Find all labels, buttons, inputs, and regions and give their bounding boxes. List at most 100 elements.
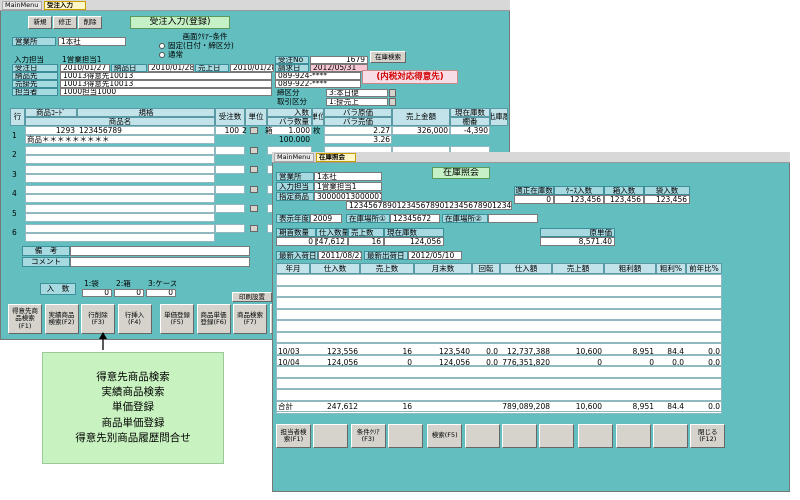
field-label: 締区分 bbox=[277, 89, 300, 97]
table-cell: 84.4 bbox=[667, 347, 684, 357]
info-value: 123,456 bbox=[554, 195, 604, 204]
field-value: 30000013000001 bbox=[314, 192, 382, 201]
grid-cell bbox=[324, 135, 392, 144]
function-key[interactable] bbox=[501, 424, 537, 448]
tab[interactable]: MainMenu bbox=[274, 153, 314, 162]
function-key[interactable]: 行削除(F3) bbox=[81, 304, 115, 334]
field-label: 受注日 bbox=[12, 64, 58, 72]
function-key[interactable]: 条件ｸﾘｱ(F3) bbox=[350, 424, 386, 448]
table-header: 前年比% bbox=[686, 263, 722, 274]
command-button[interactable]: 修正 bbox=[53, 16, 77, 29]
field-value: 2010/01/27 bbox=[60, 64, 110, 72]
table-cell: 0.0 bbox=[708, 347, 720, 357]
tab[interactable]: MainMenu bbox=[2, 1, 42, 10]
grid-cell bbox=[25, 154, 215, 164]
dropdown[interactable] bbox=[389, 89, 396, 97]
dropdown[interactable] bbox=[250, 127, 258, 134]
table-cell: 10/04 bbox=[278, 358, 300, 368]
pack-label: 入 数 bbox=[40, 283, 76, 295]
table-cell: 124,056 bbox=[326, 358, 358, 368]
function-key[interactable]: 商品単価登録(F6) bbox=[196, 304, 231, 334]
field-value: 1本社 bbox=[314, 172, 382, 181]
table-header: 年月 bbox=[276, 263, 310, 274]
function-key[interactable]: 検索(F5) bbox=[427, 424, 463, 448]
pack-item-value: 0 bbox=[82, 289, 112, 297]
summary-value: 16 bbox=[348, 237, 384, 246]
function-key[interactable] bbox=[539, 424, 575, 448]
field-value: 2011/08/23 bbox=[318, 251, 362, 260]
field-value: 3:本日便 bbox=[326, 89, 388, 97]
radio[interactable] bbox=[159, 43, 165, 49]
function-key[interactable]: 実績商品検索(F2) bbox=[44, 304, 79, 334]
grid-header: 商品名 bbox=[25, 117, 215, 126]
dropdown[interactable] bbox=[250, 224, 258, 232]
info-label: 袋入数 bbox=[644, 186, 690, 195]
function-key[interactable] bbox=[313, 424, 349, 448]
grid-cell bbox=[392, 126, 450, 135]
row-line bbox=[276, 274, 722, 286]
dropdown[interactable] bbox=[389, 98, 396, 106]
function-key[interactable]: 単価登録(F5) bbox=[160, 304, 194, 334]
row-number: 5 bbox=[12, 208, 17, 218]
summary-value: 247,612 bbox=[316, 237, 348, 246]
command-button[interactable]: 削除 bbox=[78, 16, 102, 29]
field-label: 受注No bbox=[275, 56, 309, 64]
table-cell: 123,556 bbox=[326, 347, 358, 357]
table-cell: 0.0 bbox=[486, 358, 498, 368]
info-value: 0 bbox=[514, 195, 554, 204]
grid-header: バラ原価 bbox=[324, 108, 392, 117]
row-line bbox=[276, 308, 722, 320]
radio[interactable] bbox=[159, 52, 165, 58]
field-label: 在庫場所① bbox=[346, 214, 390, 223]
function-key[interactable] bbox=[464, 424, 500, 448]
field-label: 担当者 bbox=[12, 88, 58, 96]
amount: 326,000 bbox=[416, 126, 448, 135]
summary-label: 現在庫数 bbox=[384, 228, 444, 237]
function-key[interactable] bbox=[387, 424, 423, 448]
phone: 089-922-**** bbox=[275, 80, 361, 88]
grid-header: バラ数量 bbox=[267, 117, 312, 126]
dropdown[interactable] bbox=[250, 166, 258, 173]
cost: 2.27 bbox=[373, 126, 390, 135]
function-key[interactable]: 担当者検索(F1) bbox=[276, 424, 311, 448]
total-cell: 合計 bbox=[278, 402, 293, 412]
tab-bar bbox=[0, 0, 510, 11]
grid-cell bbox=[25, 213, 215, 222]
function-key[interactable] bbox=[653, 424, 688, 448]
grid-cell bbox=[450, 126, 490, 135]
grid-cell bbox=[25, 204, 215, 213]
info-label: ｹｰｽ入数 bbox=[554, 186, 604, 195]
search-button[interactable]: 在庫検索 bbox=[370, 51, 406, 63]
field-label: 最新出荷日 bbox=[364, 251, 408, 260]
print-setting[interactable]: 印刷設置 bbox=[232, 292, 272, 302]
field-value: 2012/05/31 bbox=[310, 64, 368, 72]
table-cell: 0.0 bbox=[708, 358, 720, 368]
function-key[interactable]: 閉じる(F12) bbox=[690, 424, 726, 448]
row-line bbox=[276, 297, 722, 309]
field-label: 営業所 bbox=[276, 172, 314, 181]
field-value bbox=[70, 246, 250, 256]
product-code: 1293 bbox=[55, 126, 75, 135]
field-label: 入力担当 bbox=[14, 56, 44, 64]
quantity: 100 bbox=[224, 126, 239, 135]
tab[interactable]: 受注入力 bbox=[44, 1, 86, 10]
dropdown[interactable] bbox=[250, 205, 258, 212]
tab[interactable]: 在庫照会 bbox=[316, 153, 356, 162]
row-line bbox=[276, 377, 722, 389]
field-value: 1営業担当1 bbox=[62, 56, 102, 64]
row-number: 3 bbox=[12, 169, 17, 179]
command-button[interactable]: 新規 bbox=[28, 16, 52, 29]
function-key[interactable]: 商品検索(F7) bbox=[233, 304, 267, 334]
dropdown[interactable] bbox=[250, 185, 258, 193]
function-key[interactable] bbox=[615, 424, 651, 448]
summary-value: 8,571.40 bbox=[540, 237, 615, 246]
summary-value: 124,056 bbox=[384, 237, 444, 246]
grid-cell bbox=[25, 126, 215, 135]
summary-label: 売上数 bbox=[348, 228, 384, 237]
dropdown[interactable] bbox=[250, 146, 258, 154]
function-key[interactable]: 行挿入(F4) bbox=[117, 304, 152, 334]
table-header: 売上数 bbox=[360, 263, 414, 274]
grid-header: 単位 bbox=[245, 108, 267, 126]
function-key[interactable] bbox=[578, 424, 614, 448]
function-key[interactable]: 得意先商品検索(F1) bbox=[8, 304, 42, 334]
